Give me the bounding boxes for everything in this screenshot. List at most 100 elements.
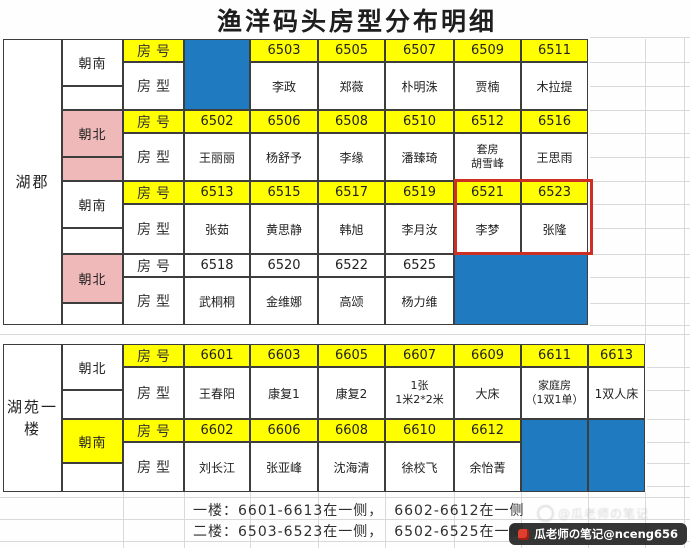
room-number-label-cell: 房号 bbox=[123, 110, 184, 133]
watermark-badge: 瓜老师の笔记@nceng656 bbox=[509, 523, 687, 545]
room-number-cell: 6502 bbox=[184, 110, 250, 133]
gridline bbox=[590, 277, 690, 278]
room-number-cell: 6601 bbox=[184, 344, 250, 367]
occupant-cell: 李月汝 bbox=[385, 204, 454, 254]
occupant-cell: 木拉提 bbox=[521, 62, 588, 110]
occupant-cell: 王春阳 bbox=[184, 367, 250, 419]
room-number-cell: 6512 bbox=[454, 110, 521, 133]
room-number-cell: 6521 bbox=[454, 181, 521, 204]
room-number-label-cell: 房号 bbox=[123, 181, 184, 204]
direction-cell: 朝北 bbox=[62, 254, 123, 303]
direction-filler-cell bbox=[62, 303, 123, 325]
direction-cell: 朝北 bbox=[62, 344, 123, 390]
room-number-cell: 6505 bbox=[318, 39, 385, 62]
building-label-text: 湖郡 bbox=[15, 172, 50, 191]
occupant-cell: 张亚峰 bbox=[250, 442, 318, 492]
room-number-cell: 6517 bbox=[318, 181, 385, 204]
room-number-cell: 6516 bbox=[521, 110, 588, 133]
gridline bbox=[590, 62, 690, 63]
occupant-cell: 武桐桐 bbox=[184, 277, 250, 325]
room-number-label-cell: 房号 bbox=[123, 344, 184, 367]
direction-filler-cell bbox=[62, 390, 123, 419]
occupant-cell: 康复1 bbox=[250, 367, 318, 419]
occupant-cell: 余怡菁 bbox=[454, 442, 521, 492]
direction-filler-cell bbox=[62, 463, 123, 492]
blue-cell bbox=[521, 419, 588, 492]
gridline bbox=[590, 181, 690, 182]
gridline bbox=[647, 486, 690, 487]
blue-cell bbox=[588, 419, 645, 492]
room-number-cell: 6515 bbox=[250, 181, 318, 204]
room-number-cell: 6509 bbox=[454, 39, 521, 62]
gridline bbox=[647, 419, 690, 420]
room-number-cell: 6606 bbox=[250, 419, 318, 442]
occupant-cell: 杨力维 bbox=[385, 277, 454, 325]
room-number-cell: 6609 bbox=[454, 344, 521, 367]
gridline bbox=[250, 492, 251, 548]
room-number-cell: 6506 bbox=[250, 110, 318, 133]
room-number-cell: 6613 bbox=[588, 344, 645, 367]
room-number-cell: 6518 bbox=[184, 254, 250, 277]
gridline bbox=[647, 390, 690, 391]
building-label: 湖苑一楼 bbox=[3, 344, 62, 492]
blue-cell bbox=[454, 254, 588, 325]
occupant-cell: 刘长江 bbox=[184, 442, 250, 492]
room-type-label-cell: 房型 bbox=[123, 62, 184, 110]
occupant-cell: 郑薇 bbox=[318, 62, 385, 110]
occupant-cell: 套房 胡雪峰 bbox=[454, 133, 521, 181]
occupant-cell: 朴明洙 bbox=[385, 62, 454, 110]
faint-watermark: @瓜老师の笔记 bbox=[537, 505, 649, 522]
occupant-cell: 张茹 bbox=[184, 204, 250, 254]
occupant-cell: 李梦 bbox=[454, 204, 521, 254]
room-type-label-cell: 房型 bbox=[123, 133, 184, 181]
room-number-cell: 6608 bbox=[318, 419, 385, 442]
gridline bbox=[454, 492, 455, 548]
room-number-label-cell: 房号 bbox=[123, 419, 184, 442]
room-number-label-cell: 房号 bbox=[123, 39, 184, 62]
occupant-cell: 徐校飞 bbox=[385, 442, 454, 492]
gridline bbox=[385, 492, 386, 548]
room-number-cell: 6525 bbox=[385, 254, 454, 277]
gridline bbox=[0, 519, 690, 520]
occupant-cell: 大床 bbox=[454, 367, 521, 419]
occupant-cell: 王丽丽 bbox=[184, 133, 250, 181]
gridline bbox=[684, 37, 685, 548]
page-title: 渔洋码头房型分布明细 bbox=[216, 7, 498, 36]
gridline bbox=[647, 367, 690, 368]
occupant-cell: 1双人床 bbox=[588, 367, 645, 419]
gridline bbox=[647, 442, 690, 443]
room-number-cell: 6511 bbox=[521, 39, 588, 62]
gridline bbox=[590, 133, 690, 134]
gridline bbox=[645, 492, 646, 548]
gridline bbox=[521, 492, 522, 548]
room-type-label-cell: 房型 bbox=[123, 442, 184, 492]
faint-watermark-text: @瓜老师の笔记 bbox=[558, 507, 650, 521]
room-number-cell: 6519 bbox=[385, 181, 454, 204]
gridline bbox=[647, 463, 690, 464]
direction-filler-cell bbox=[62, 86, 123, 110]
occupant-cell: 家庭房 （1双1单） bbox=[521, 367, 588, 419]
room-number-cell: 6523 bbox=[521, 181, 588, 204]
footer-note-second-floor: 二楼：6503-6523在一侧， 6502-6525在一侧 bbox=[193, 524, 525, 540]
room-number-cell: 6510 bbox=[385, 110, 454, 133]
occupant-cell: 贾楠 bbox=[454, 62, 521, 110]
gridline bbox=[590, 204, 690, 205]
room-number-cell: 6507 bbox=[385, 39, 454, 62]
blue-cell bbox=[184, 39, 250, 110]
occupant-cell: 潘臻琦 bbox=[385, 133, 454, 181]
gridline bbox=[0, 497, 690, 498]
direction-cell: 朝南 bbox=[62, 181, 123, 228]
room-number-cell: 6522 bbox=[318, 254, 385, 277]
gridline bbox=[590, 110, 690, 111]
watermark-badge-text: 瓜老师の笔记@nceng656 bbox=[534, 527, 678, 541]
room-number-cell: 6605 bbox=[318, 344, 385, 367]
gridline bbox=[588, 492, 589, 548]
room-number-cell: 6513 bbox=[184, 181, 250, 204]
room-type-label-cell: 房型 bbox=[123, 367, 184, 419]
building-label: 湖郡 bbox=[3, 39, 62, 325]
gridline bbox=[0, 334, 690, 335]
gridline bbox=[590, 86, 690, 87]
room-number-cell: 6520 bbox=[250, 254, 318, 277]
occupant-cell: 张隆 bbox=[521, 204, 588, 254]
